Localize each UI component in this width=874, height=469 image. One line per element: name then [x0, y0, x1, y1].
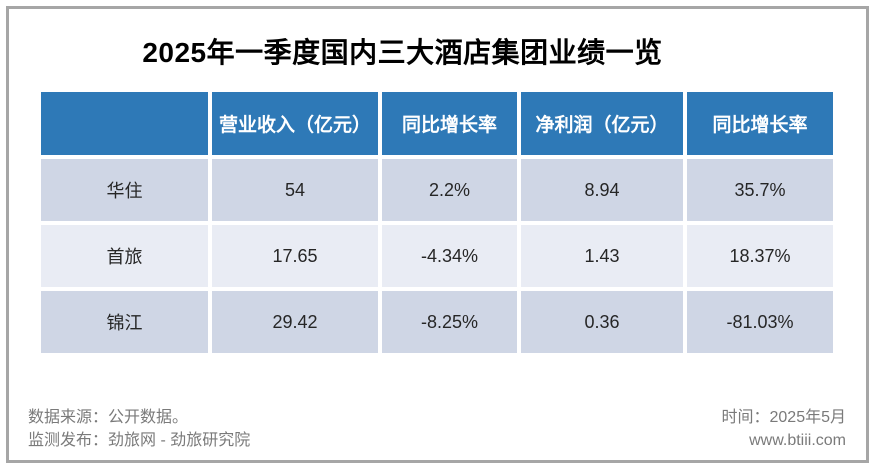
cell-company-name: 锦江 — [41, 291, 208, 353]
cell-revenue: 54 — [212, 159, 378, 221]
table-row: 华住 54 2.2% 8.94 35.7% — [41, 159, 833, 221]
column-header-profit: 净利润（亿元） — [521, 92, 683, 155]
cell-profit: 8.94 — [521, 159, 683, 221]
publisher-text: 监测发布：劲旅网 - 劲旅研究院 — [28, 432, 251, 449]
table-row: 锦江 29.42 -8.25% 0.36 -81.03% — [41, 291, 833, 353]
cell-profit-yoy: -81.03% — [687, 291, 833, 353]
column-header-revenue-yoy: 同比增长率 — [382, 92, 517, 155]
table-row: 首旅 17.65 -4.34% 1.43 18.37% — [41, 225, 833, 287]
table-header-row: 营业收入（亿元） 同比增长率 净利润（亿元） 同比增长率 — [41, 92, 833, 155]
page-frame: 2025年一季度国内三大酒店集团业绩一览 营业收入（亿元） 同比增长率 净利润（… — [6, 6, 869, 463]
column-header-profit-yoy: 同比增长率 — [687, 92, 833, 155]
data-source-text: 数据来源：公开数据。 — [28, 409, 189, 426]
page-title: 2025年一季度国内三大酒店集团业绩一览 — [142, 37, 663, 68]
cell-revenue-yoy: -4.34% — [382, 225, 517, 287]
performance-table: 营业收入（亿元） 同比增长率 净利润（亿元） 同比增长率 华住 54 2.2% … — [37, 88, 837, 357]
cell-revenue-yoy: -8.25% — [382, 291, 517, 353]
report-time-text: 时间：2025年5月 — [721, 409, 847, 426]
footer-right: 时间：2025年5月 www.btiii.com — [722, 406, 847, 452]
cell-profit-yoy: 35.7% — [687, 159, 833, 221]
cell-profit: 1.43 — [521, 225, 683, 287]
footer-left: 数据来源：公开数据。 监测发布：劲旅网 - 劲旅研究院 — [28, 406, 250, 452]
cell-revenue-yoy: 2.2% — [382, 159, 517, 221]
cell-revenue: 17.65 — [212, 225, 378, 287]
cell-company-name: 华住 — [41, 159, 208, 221]
website-text: www.btiii.com — [749, 432, 846, 449]
page-footer: 数据来源：公开数据。 监测发布：劲旅网 - 劲旅研究院 时间：2025年5月 w… — [9, 406, 866, 452]
cell-revenue: 29.42 — [212, 291, 378, 353]
cell-profit-yoy: 18.37% — [687, 225, 833, 287]
cell-profit: 0.36 — [521, 291, 683, 353]
column-header-revenue: 营业收入（亿元） — [212, 92, 378, 155]
corner-header-cell — [41, 92, 208, 155]
cell-company-name: 首旅 — [41, 225, 208, 287]
